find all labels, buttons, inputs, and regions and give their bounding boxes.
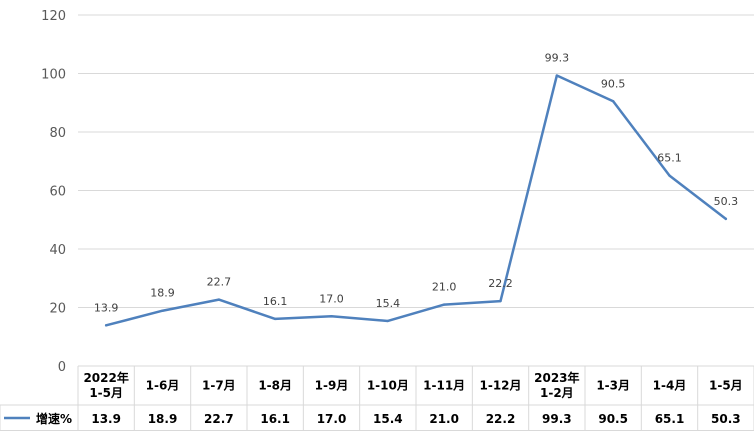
data-point bbox=[330, 315, 333, 318]
category-label: 1-10月 bbox=[367, 379, 409, 393]
data-label: 17.0 bbox=[319, 292, 344, 305]
category-label: 2022年 bbox=[83, 370, 128, 385]
series-line-growth-rate bbox=[104, 74, 728, 327]
data-label: 50.3 bbox=[714, 195, 739, 208]
data-label: 99.3 bbox=[545, 52, 570, 65]
table-value-cell: 50.3 bbox=[711, 412, 741, 426]
gridlines bbox=[78, 14, 754, 308]
data-label: 21.0 bbox=[432, 281, 457, 294]
y-tick-label: 40 bbox=[49, 243, 66, 258]
y-tick-label: 0 bbox=[58, 360, 66, 375]
data-labels: 13.9 18.9 22.7 16.1 17.0 15.4 21.0 22.2 99.3 90.5… bbox=[94, 52, 738, 315]
category-label: 1-3月 bbox=[596, 379, 630, 393]
table-value-cell: 18.9 bbox=[148, 412, 178, 426]
data-point bbox=[104, 324, 108, 327]
data-label: 16.1 bbox=[263, 295, 288, 308]
data-point bbox=[668, 174, 671, 177]
table-value-cell: 13.9 bbox=[91, 412, 121, 426]
data-point bbox=[442, 303, 446, 306]
y-tick-label: 20 bbox=[49, 302, 66, 317]
data-label: 15.4 bbox=[376, 297, 401, 310]
category-label: 1-5月 bbox=[709, 379, 743, 393]
category-label: 1-6月 bbox=[146, 379, 180, 393]
category-label: 1-4月 bbox=[653, 379, 687, 393]
y-tick-label: 60 bbox=[49, 185, 66, 200]
data-point bbox=[161, 309, 164, 312]
table-value-cell: 99.3 bbox=[542, 412, 572, 426]
y-axis: 0 20 40 60 80 100 120 bbox=[41, 9, 66, 375]
table-value-cell: 65.1 bbox=[655, 412, 685, 426]
data-label: 18.9 bbox=[150, 287, 175, 300]
data-point bbox=[386, 319, 390, 323]
data-label: 22.2 bbox=[488, 277, 513, 290]
data-point bbox=[611, 100, 615, 103]
data-label: 65.1 bbox=[657, 152, 682, 165]
table-value-cell: 22.7 bbox=[204, 412, 234, 426]
category-label: 1-9月 bbox=[315, 379, 349, 393]
category-label: 1-5月 bbox=[89, 386, 123, 400]
table-value-cell: 22.2 bbox=[486, 412, 516, 426]
table-value-cell: 15.4 bbox=[373, 412, 403, 426]
series-line-group bbox=[104, 74, 728, 327]
table-value-cell: 16.1 bbox=[260, 412, 290, 426]
data-label: 90.5 bbox=[601, 77, 626, 90]
data-point bbox=[499, 299, 502, 303]
data-point bbox=[273, 317, 277, 321]
category-label: 2023年 bbox=[534, 370, 579, 385]
legend-series-name: 增速% bbox=[36, 411, 72, 426]
category-label: 1-8月 bbox=[258, 379, 292, 393]
category-label: 1-11月 bbox=[423, 379, 465, 393]
data-point bbox=[724, 217, 728, 221]
category-label: 1-12月 bbox=[479, 379, 521, 393]
table-value-cell: 90.5 bbox=[598, 412, 628, 426]
data-label: 22.7 bbox=[207, 276, 232, 289]
data-point bbox=[555, 74, 559, 77]
table-value-cell: 17.0 bbox=[317, 412, 347, 426]
category-label: 1-2月 bbox=[540, 386, 574, 400]
table-value-cell: 21.0 bbox=[429, 412, 459, 426]
data-point bbox=[217, 298, 221, 301]
category-label: 1-7月 bbox=[202, 379, 236, 393]
data-label: 13.9 bbox=[94, 301, 119, 314]
y-tick-label: 100 bbox=[41, 68, 66, 83]
y-tick-label: 80 bbox=[49, 126, 66, 141]
y-tick-label: 120 bbox=[41, 9, 66, 24]
